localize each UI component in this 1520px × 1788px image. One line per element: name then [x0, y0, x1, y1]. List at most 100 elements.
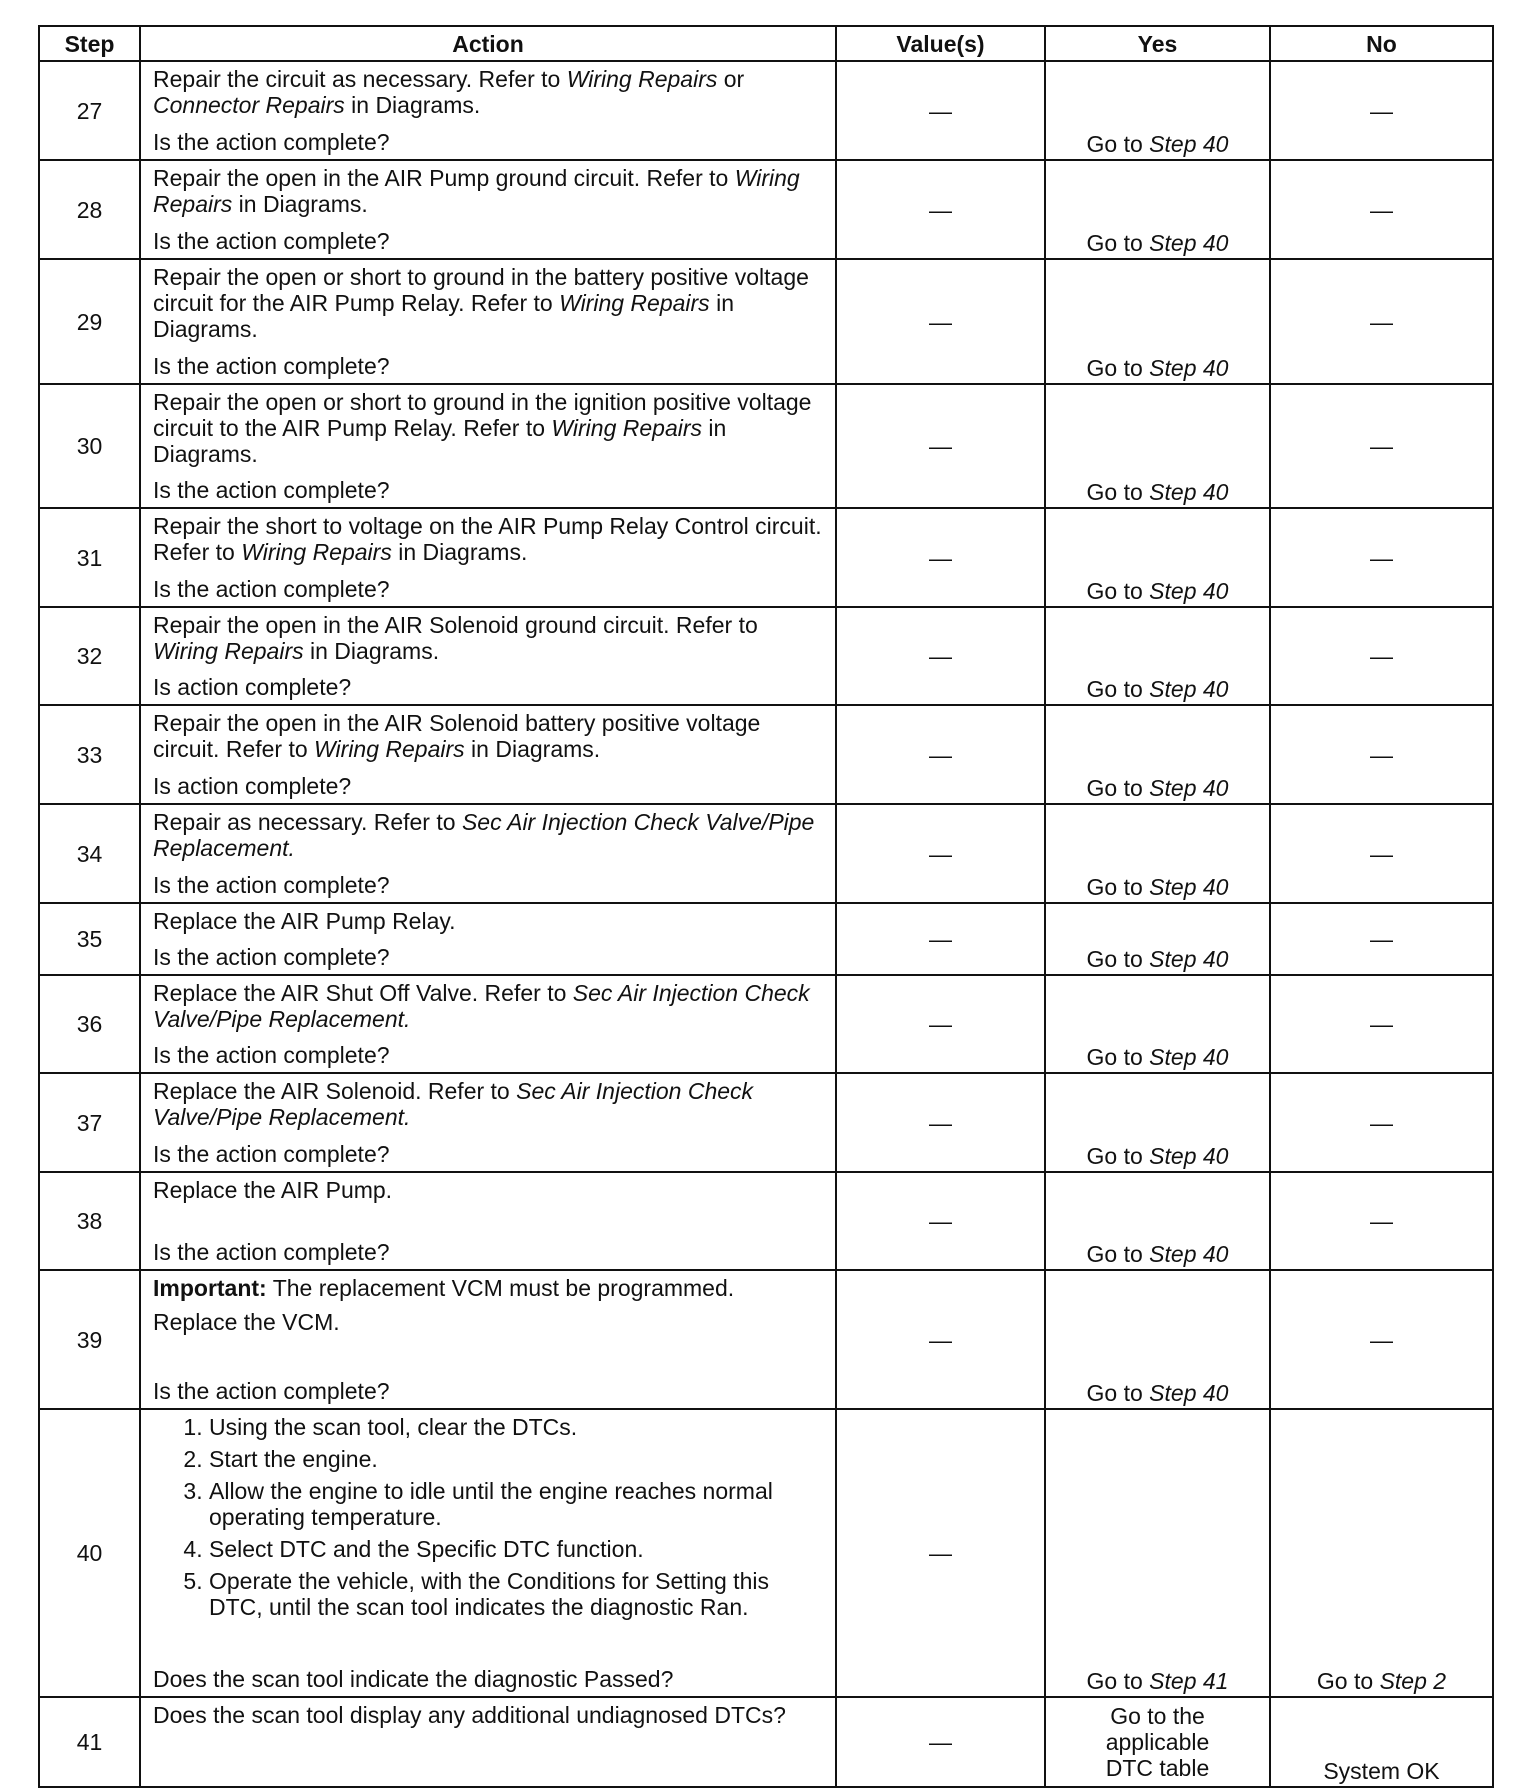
action-question: Is the action complete?: [153, 1042, 390, 1068]
action-content: Repair the open in the AIR Solenoid grou…: [141, 608, 835, 704]
action-text: Repair the open in the AIR Pump ground c…: [153, 165, 825, 217]
table-row: 38 Replace the AIR Pump. Is the action com…: [38, 1171, 1494, 1271]
action-text: Repair as necessary. Refer to Sec Air In…: [153, 809, 825, 861]
reference-link-text: Step 40: [1149, 775, 1229, 801]
value-cell: —: [835, 704, 1046, 805]
text-segment: in Diagrams.: [153, 415, 727, 467]
text-segment: Replace the AIR Solenoid. Refer to: [153, 1078, 517, 1104]
action-cell: Repair the short to voltage on the AIR P…: [139, 507, 837, 608]
reference-link-text: Step 40: [1149, 1044, 1229, 1070]
header-step: Step: [38, 25, 141, 62]
text-segment: Repair the circuit as necessary. Refer t…: [153, 66, 567, 92]
header-yes: Yes: [1044, 25, 1271, 62]
step-number: 40: [38, 1408, 141, 1698]
action-question: Is action complete?: [153, 674, 352, 700]
action-question: Is the action complete?: [153, 1141, 390, 1167]
yes-cell: Go to Step 40: [1044, 606, 1271, 706]
reference-link-text: Step 40: [1149, 676, 1229, 702]
step-number: 38: [38, 1171, 141, 1271]
action-content: Replace the AIR Pump Relay. Is the action…: [141, 904, 835, 974]
step-number: 35: [38, 902, 141, 976]
no-action: Go to Step 2: [1271, 1668, 1492, 1696]
action-content: Repair the short to voltage on the AIR P…: [141, 509, 835, 606]
text-segment: Go to: [1086, 479, 1150, 505]
reference-link-text: Connector Repairs: [153, 92, 345, 118]
text-segment: Go to: [1316, 1668, 1380, 1694]
step-number: 27: [38, 60, 141, 161]
action-cell: Repair as necessary. Refer to Sec Air In…: [139, 803, 837, 904]
reference-link-text: Step 40: [1149, 479, 1229, 505]
action-text: Repair the open in the AIR Solenoid batt…: [153, 710, 825, 762]
action-content: Important: The replacement VCM must be p…: [141, 1271, 835, 1408]
action-content: Repair the open in the AIR Pump ground c…: [141, 161, 835, 258]
step-number: 33: [38, 704, 141, 805]
action-text: Important: The replacement VCM must be p…: [153, 1275, 825, 1301]
action-question: Is the action complete?: [153, 944, 390, 970]
action-question: Is the action complete?: [153, 353, 390, 379]
text-segment: Go to: [1086, 1044, 1150, 1070]
action-text: Repair the open in the AIR Solenoid grou…: [153, 612, 825, 664]
table-row: 41 Does the scan tool display any additio…: [38, 1696, 1494, 1788]
step-number: 37: [38, 1072, 141, 1173]
emphasis-text: Important:: [153, 1275, 267, 1301]
action-content: Replace the AIR Shut Off Valve. Refer to…: [141, 976, 835, 1072]
yes-cell: Go to Step 41: [1044, 1408, 1271, 1698]
no-cell: —: [1269, 1171, 1494, 1271]
text-segment: Go to: [1086, 946, 1150, 972]
reference-link-text: Wiring Repairs: [153, 165, 800, 217]
action-step: Using the scan tool, clear the DTCs.: [209, 1414, 825, 1440]
no-cell: —: [1269, 974, 1494, 1074]
text-segment: Repair the open or short to ground in th…: [153, 389, 812, 441]
action-cell: Replace the AIR Pump Relay. Is the action…: [139, 902, 837, 976]
yes-action: Go to Step 40: [1046, 578, 1269, 606]
text-segment: in Diagrams.: [344, 92, 481, 118]
action-question: Is the action complete?: [153, 129, 390, 155]
action-cell: Repair the open or short to ground in th…: [139, 258, 837, 385]
yes-cell: Go to Step 40: [1044, 974, 1271, 1074]
text-segment: Go to: [1086, 1668, 1150, 1694]
action-content: Replace the AIR Pump. Is the action compl…: [141, 1173, 835, 1269]
table-row: 40 Using the scan tool, clear the DTCs. St…: [38, 1408, 1494, 1698]
yes-cell: Go to Step 40: [1044, 1171, 1271, 1271]
yes-cell: Go to Step 40: [1044, 258, 1271, 385]
yes-cell: Go to Step 40: [1044, 159, 1271, 260]
table-row: 30 Repair the open or short to ground in …: [38, 383, 1494, 509]
text-segment: Does the scan tool display any additiona…: [153, 1702, 786, 1728]
action-question: Is the action complete?: [153, 1239, 390, 1265]
reference-link-text: Sec Air Injection Check Valve/Pipe Repla…: [153, 980, 810, 1032]
text-segment: Repair the short to voltage on the AIR P…: [153, 513, 822, 565]
action-text: Repair the open or short to ground in th…: [153, 264, 825, 342]
text-segment: Replace the VCM.: [153, 1309, 340, 1335]
step-number: 36: [38, 974, 141, 1074]
step-number: 39: [38, 1269, 141, 1410]
action-question: Is the action complete?: [153, 228, 390, 254]
action-content: Using the scan tool, clear the DTCs. Star…: [141, 1410, 835, 1696]
table-row: 32 Repair the open in the AIR Solenoid gr…: [38, 606, 1494, 706]
action-cell: Repair the circuit as necessary. Refer t…: [139, 60, 837, 161]
text-segment: Repair the open or short to ground in th…: [153, 264, 809, 316]
reference-link-text: Wiring Repairs: [153, 638, 304, 664]
text-segment: or: [717, 66, 745, 92]
no-cell: —: [1269, 704, 1494, 805]
action-content: Repair the open or short to ground in th…: [141, 385, 835, 507]
text-segment: The replacement VCM must be programmed.: [266, 1275, 735, 1301]
value-cell: —: [835, 1072, 1046, 1173]
text-segment: Go to: [1086, 1143, 1150, 1169]
value-cell: —: [835, 974, 1046, 1074]
action-content: Replace the AIR Solenoid. Refer to Sec A…: [141, 1074, 835, 1171]
value-cell: —: [835, 1269, 1046, 1410]
yes-cell: Go to Step 40: [1044, 60, 1271, 161]
table-row: 37 Replace the AIR Solenoid. Refer to Sec…: [38, 1072, 1494, 1173]
action-cell: Replace the AIR Solenoid. Refer to Sec A…: [139, 1072, 837, 1173]
table-row: 27 Repair the circuit as necessary. Refer…: [38, 60, 1494, 161]
action-step: Allow the engine to idle until the engin…: [209, 1478, 825, 1530]
reference-link-text: Step 40: [1149, 1241, 1229, 1267]
step-number: 29: [38, 258, 141, 385]
header-row: Step Action Value(s) Yes No: [38, 25, 1494, 62]
text-segment: Repair the open in the AIR Pump ground c…: [153, 165, 735, 191]
value-cell: —: [835, 803, 1046, 904]
action-content: Repair the circuit as necessary. Refer t…: [141, 62, 835, 159]
no-cell: —: [1269, 803, 1494, 904]
table-row: 35 Replace the AIR Pump Relay. Is the acti…: [38, 902, 1494, 976]
step-number: 30: [38, 383, 141, 509]
